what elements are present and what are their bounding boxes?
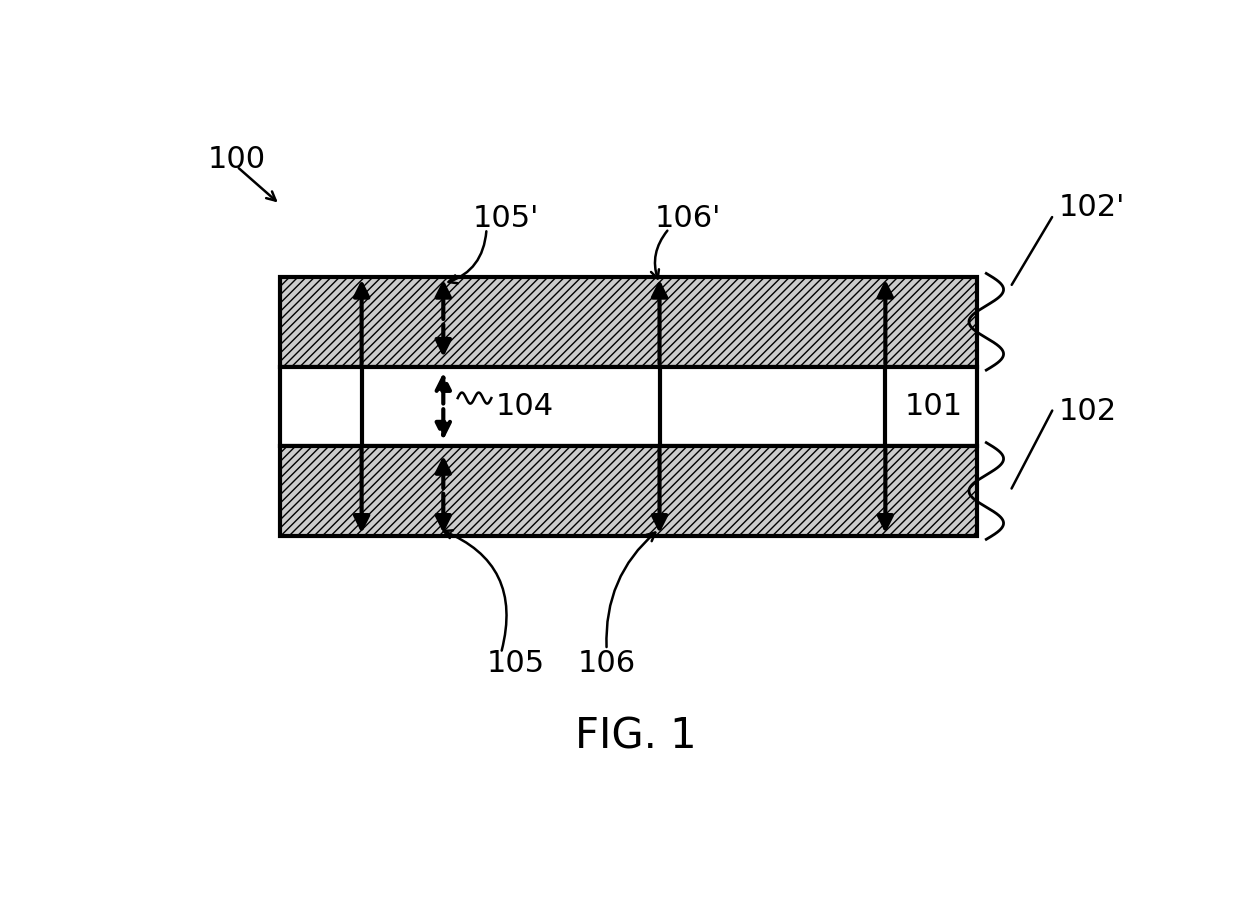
Text: 106': 106'	[655, 204, 722, 232]
Text: 102: 102	[1058, 397, 1116, 426]
Bar	[280, 446, 977, 536]
Text: 102': 102'	[1058, 193, 1125, 222]
Bar	[280, 367, 977, 446]
Text: 106: 106	[578, 649, 636, 678]
Text: 105': 105'	[472, 204, 539, 232]
Text: 104: 104	[496, 392, 554, 422]
Bar	[280, 277, 977, 367]
Text: 101: 101	[905, 392, 962, 421]
Text: FIG. 1: FIG. 1	[574, 715, 697, 757]
Text: 105: 105	[486, 649, 544, 678]
Text: 100: 100	[208, 145, 267, 174]
